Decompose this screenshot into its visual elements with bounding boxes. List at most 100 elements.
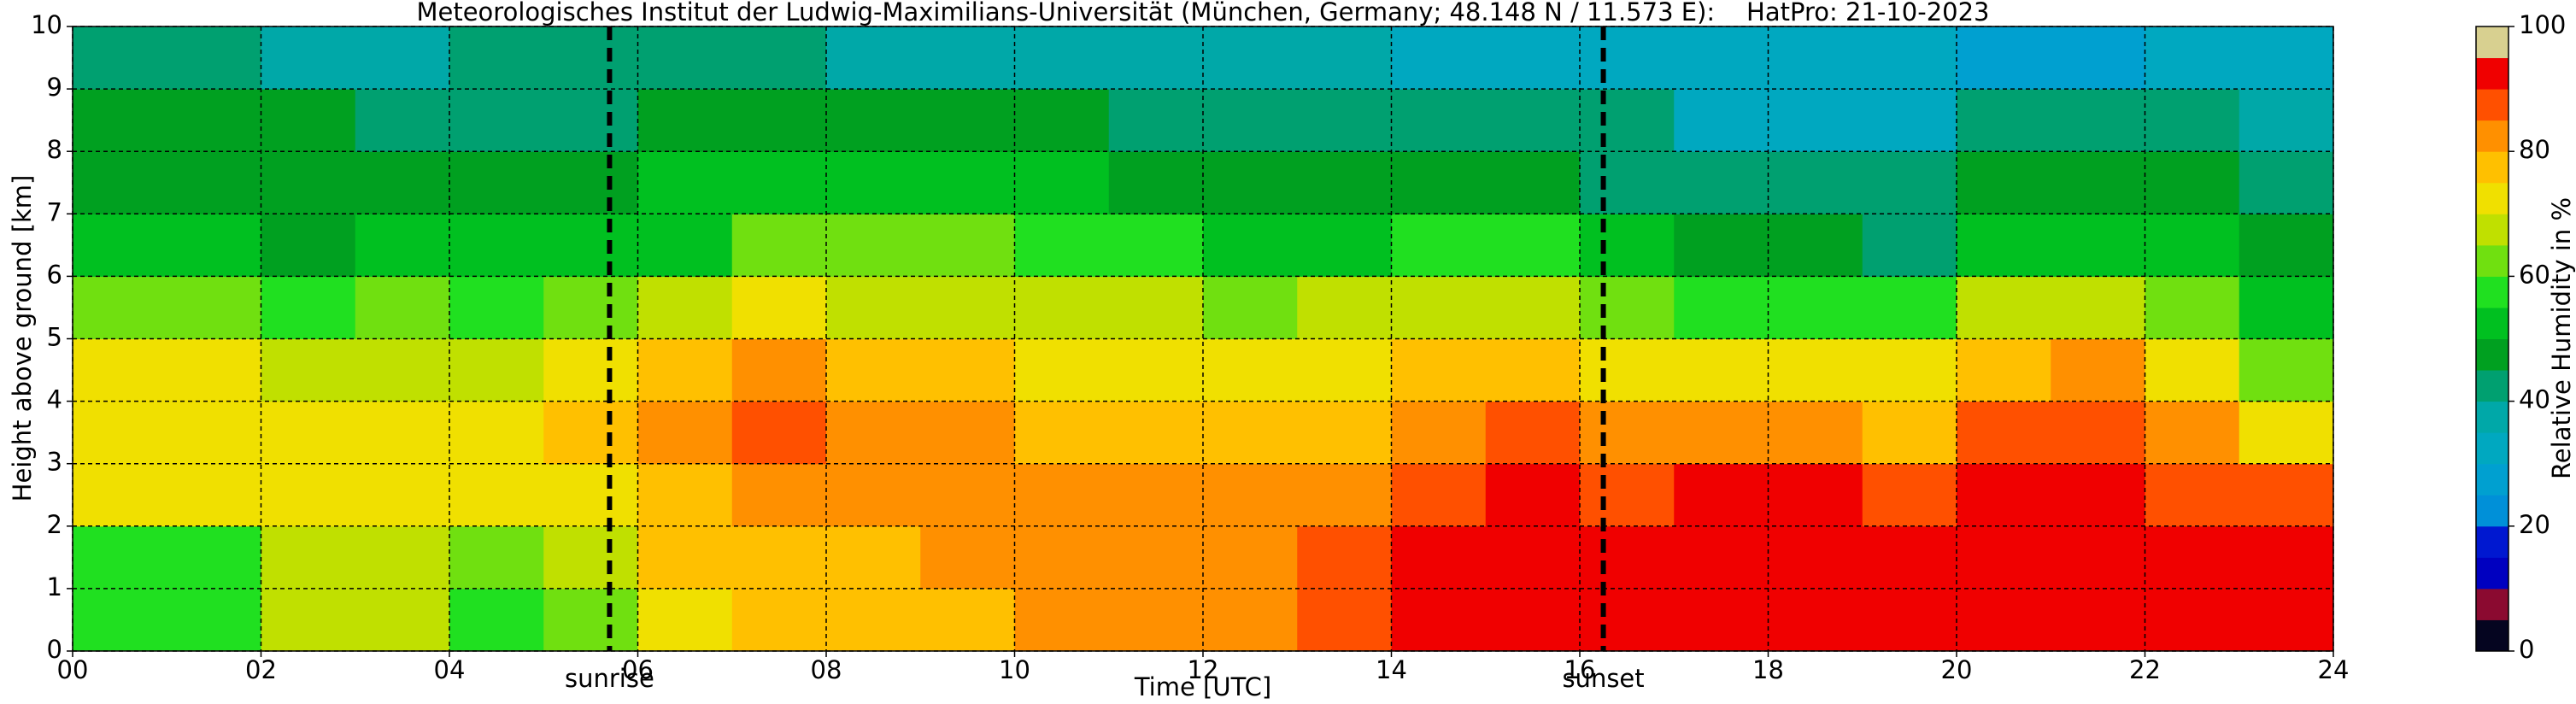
heat-cell — [1768, 401, 1863, 465]
heat-cell — [1203, 338, 1298, 402]
heat-cell — [1957, 276, 2051, 339]
colorbar-segment — [2476, 557, 2509, 590]
heat-cell — [2145, 89, 2240, 152]
heat-cell — [449, 89, 544, 152]
heat-cell — [2239, 588, 2334, 652]
heat-cell — [1485, 276, 1581, 339]
heat-cell — [1768, 463, 1863, 527]
x-tick-label: 22 — [2129, 655, 2161, 684]
heat-cell — [261, 588, 356, 652]
colorbar-segment — [2476, 26, 2509, 59]
heat-cell — [543, 463, 638, 527]
heat-cell — [2051, 401, 2145, 465]
colorbar-segment — [2476, 120, 2509, 152]
heat-cell — [355, 151, 450, 214]
heat-cell — [920, 338, 1015, 402]
heat-cell — [1674, 401, 1769, 465]
y-tick-label: 2 — [47, 510, 62, 539]
heat-cell — [1674, 588, 1769, 652]
heat-cell — [2051, 26, 2145, 90]
heat-cell — [1674, 463, 1769, 527]
heat-cell — [826, 276, 921, 339]
heat-cell — [1768, 89, 1863, 152]
heat-cell — [73, 214, 167, 277]
colorbar-segment — [2476, 244, 2509, 277]
heat-cell — [637, 463, 733, 527]
heat-cell — [920, 588, 1015, 652]
heat-cell — [167, 276, 261, 339]
heat-cell — [1014, 214, 1110, 277]
heat-cell — [73, 588, 167, 652]
heat-cell — [73, 151, 167, 214]
heat-cell — [1108, 276, 1204, 339]
heat-cell — [1862, 401, 1957, 465]
heat-cell — [1862, 89, 1957, 152]
heat-cell — [1203, 463, 1298, 527]
heat-cell — [1768, 214, 1863, 277]
colorbar-segment — [2476, 495, 2509, 527]
heat-cell — [2239, 338, 2334, 402]
heat-cell — [1391, 214, 1487, 277]
heat-cell — [2145, 401, 2240, 465]
heat-cell — [1203, 89, 1298, 152]
heat-cell — [1391, 89, 1487, 152]
heat-cell — [261, 276, 356, 339]
heat-cell — [1957, 525, 2051, 590]
colorbar-segment — [2476, 370, 2509, 402]
y-axis-label: Height above ground [km] — [8, 175, 37, 502]
heat-cell — [73, 525, 167, 590]
heat-cell — [449, 401, 544, 465]
heat-cell — [1014, 151, 1110, 214]
heat-cell — [2145, 525, 2240, 590]
heat-cell — [1580, 338, 1675, 402]
x-tick-label: 06 — [622, 655, 654, 684]
heat-cell — [1297, 276, 1392, 339]
heat-cell — [355, 338, 450, 402]
heat-cell — [543, 151, 638, 214]
heat-cell — [1485, 151, 1581, 214]
heat-cell — [1391, 276, 1487, 339]
heat-cell — [920, 26, 1015, 90]
x-axis-label: Time [UTC] — [1134, 672, 1271, 701]
heat-cell — [1768, 276, 1863, 339]
colorbar-label: Relative Humidity in % — [2547, 197, 2576, 479]
x-tick-label: 18 — [1752, 655, 1784, 684]
heat-cell — [355, 214, 450, 277]
y-tick-label: 8 — [47, 135, 62, 164]
heat-cell — [1862, 338, 1957, 402]
heat-cell — [920, 463, 1015, 527]
heat-cell — [2051, 463, 2145, 527]
colorbar-tick-label: 20 — [2519, 510, 2550, 539]
heat-cell — [355, 463, 450, 527]
colorbar-tick-label: 60 — [2519, 260, 2550, 289]
heat-cell — [2239, 151, 2334, 214]
heat-cell — [1014, 276, 1110, 339]
colorbar-segment — [2476, 525, 2509, 558]
heat-cell — [449, 588, 544, 652]
heat-cell — [167, 463, 261, 527]
heat-cell — [731, 26, 827, 90]
heat-cell — [1014, 588, 1110, 652]
heat-cell — [2145, 276, 2240, 339]
heat-cell — [637, 214, 733, 277]
heat-cell — [1862, 26, 1957, 90]
heat-cell — [1580, 214, 1675, 277]
heat-cell — [2239, 214, 2334, 277]
heat-cell — [2145, 338, 2240, 402]
heat-cell — [355, 588, 450, 652]
heat-cell — [826, 89, 921, 152]
colorbar-tick-label: 100 — [2519, 10, 2566, 39]
heat-cell — [543, 525, 638, 590]
heat-cell — [1391, 26, 1487, 90]
heat-cell — [355, 401, 450, 465]
heat-cell — [167, 338, 261, 402]
heat-cell — [1297, 463, 1392, 527]
heat-cell — [1391, 338, 1487, 402]
heat-cell — [920, 401, 1015, 465]
colorbar-segment — [2476, 401, 2509, 433]
y-tick-label: 5 — [47, 323, 62, 352]
heat-cell — [1674, 525, 1769, 590]
heat-cell — [1203, 276, 1298, 339]
heat-cell — [637, 525, 733, 590]
heat-cell — [731, 401, 827, 465]
